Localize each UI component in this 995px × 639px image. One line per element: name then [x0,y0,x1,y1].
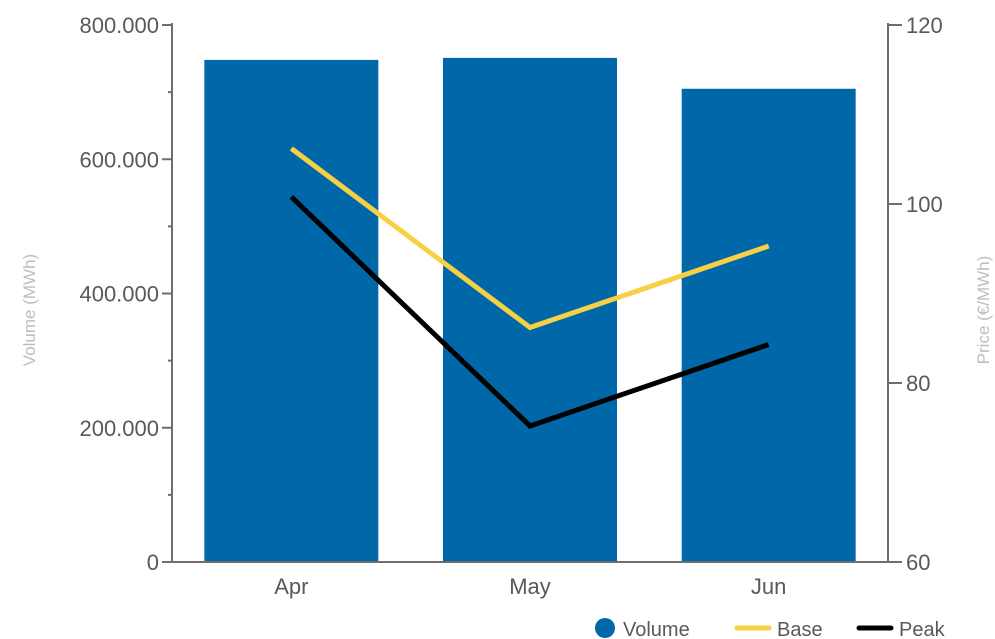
x-tick-label: Apr [274,574,308,599]
legend-volume-marker [595,618,615,638]
lines-layer [289,146,770,429]
y-right-axis-title: Price (€/MWh) [974,256,993,365]
axes-layer: 0 200.000 400.000 600.000 800.000 60 80 100 120 A… [79,13,942,599]
bar-may [443,57,617,563]
y-right-tick-label: 80 [906,371,930,396]
y-right-tick-label: 100 [906,192,943,217]
line-base [289,146,770,331]
y-left-tick-label: 800.000 [79,13,159,38]
x-tick-label: Jun [751,574,786,599]
bar-apr [204,59,379,562]
y-right-tick-label: 120 [906,13,943,38]
legend-volume-label: Volume [623,619,690,639]
bar-jun [681,88,856,563]
bars-layer [204,57,856,563]
x-tick-label: May [509,574,551,599]
legend-peak-label: Peak [899,619,946,639]
y-left-tick-label: 600.000 [79,147,159,172]
line-peak [289,195,770,429]
y-right-tick-label: 60 [906,550,930,575]
y-left-tick-label: 400.000 [79,282,159,307]
legend: Volume Base Peak [595,618,946,639]
y-left-tick-label: 200.000 [79,416,159,441]
legend-base-label: Base [777,619,823,639]
y-left-tick-label: 0 [147,550,159,575]
y-left-axis-title: Volume (MWh) [20,254,39,366]
